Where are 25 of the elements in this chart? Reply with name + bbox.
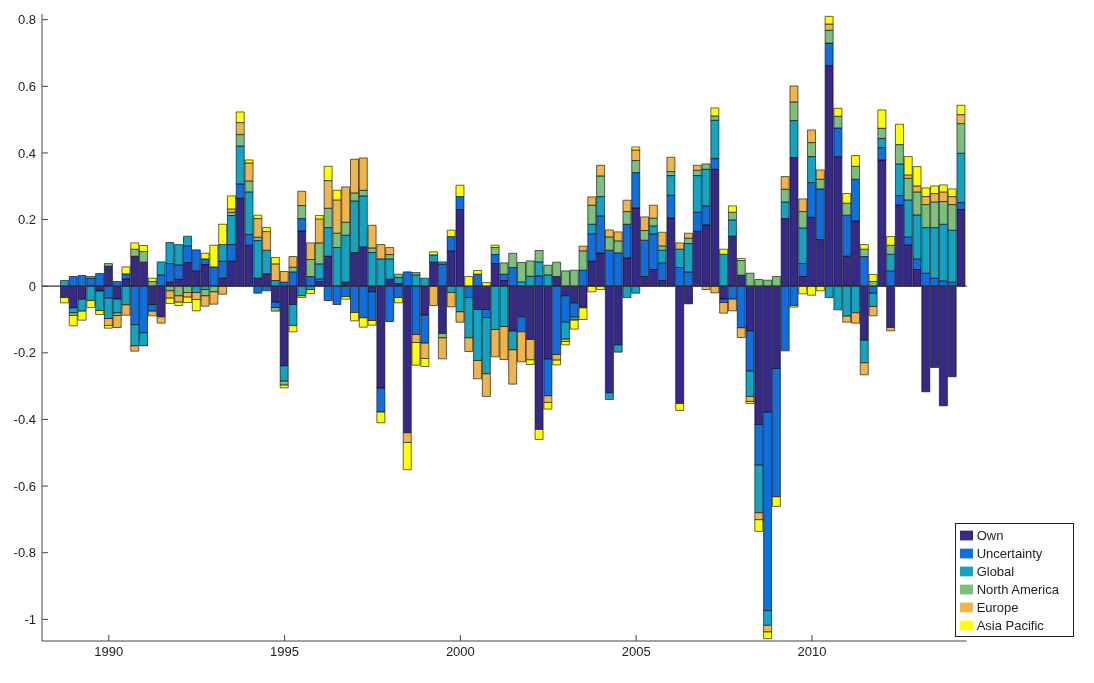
- legend-label: Own: [976, 528, 1004, 543]
- y-tick-label: 0.8: [17, 12, 36, 28]
- bar: [438, 337, 447, 360]
- y-tick-label: 0.6: [17, 78, 36, 94]
- bar: [710, 107, 720, 117]
- y-tick-label: 0: [28, 278, 36, 294]
- y-tick-label: -0.6: [13, 478, 36, 494]
- x-tick-label: 2000: [445, 644, 475, 660]
- x-tick-label: 1995: [270, 644, 300, 660]
- x-tick-label: 1990: [94, 644, 124, 660]
- x-tick-label: 2005: [621, 644, 651, 660]
- legend-label: Global: [976, 564, 1015, 579]
- y-tick-label: 0.2: [17, 212, 36, 228]
- x-tick-label: 2010: [797, 644, 827, 660]
- bar: [279, 384, 289, 389]
- legend-label: Uncertainty: [976, 546, 1043, 561]
- y-tick-label: -0.2: [13, 345, 36, 361]
- y-tick-label: -0.8: [13, 545, 36, 561]
- y-tick-label: -1: [24, 611, 36, 627]
- legend-label: Europe: [976, 600, 1019, 615]
- legend-label: Asia Pacific: [976, 618, 1044, 633]
- legend-label: North America: [976, 582, 1059, 597]
- bar: [666, 156, 676, 172]
- y-tick-label: 0.4: [17, 145, 36, 161]
- y-tick-label: -0.4: [13, 412, 36, 428]
